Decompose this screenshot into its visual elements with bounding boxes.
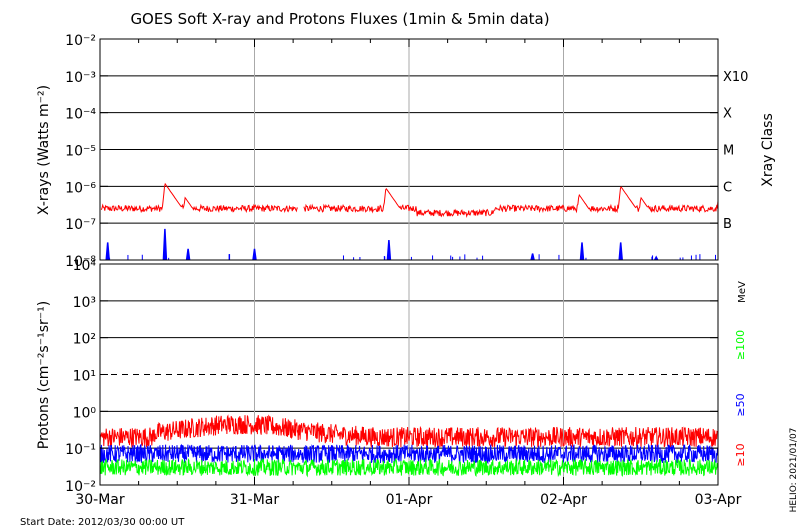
proton-legend-label: ≥50 bbox=[734, 393, 747, 416]
x-tick-label: 02-Apr bbox=[540, 492, 587, 508]
xray-short-spike bbox=[386, 239, 392, 261]
proton-y-ticks: 10⁻² 10⁻¹ 10⁰ 10¹ 10² 10³ 10⁴ bbox=[65, 258, 718, 495]
xray-y-tick-label: 10⁻² bbox=[65, 33, 96, 49]
xray-class-axis-label: Xray Class bbox=[760, 113, 776, 187]
xray-short-spike bbox=[252, 248, 257, 261]
xray-long-series-line bbox=[100, 182, 298, 214]
x-tick-label: 01-Apr bbox=[386, 492, 433, 508]
xray-class-label: M bbox=[723, 144, 734, 159]
xray-class-labels: B C M X X10 bbox=[723, 70, 748, 232]
xray-class-label: X10 bbox=[723, 70, 748, 85]
proton-y-axis-label: Protons (cm⁻²s⁻¹sr⁻¹) bbox=[36, 301, 52, 450]
xray-panel: 10⁻⁸ 10⁻⁷ 10⁻⁶ 10⁻⁵ 10⁻⁴ 10⁻³ 10⁻² B C M X X10 X-r… bbox=[36, 33, 776, 270]
xray-y-tick-label: 10⁻³ bbox=[65, 70, 96, 86]
xray-y-ticks: 10⁻⁸ 10⁻⁷ 10⁻⁶ 10⁻⁵ 10⁻⁴ 10⁻³ 10⁻² bbox=[65, 33, 718, 270]
xray-gridlines bbox=[100, 39, 718, 260]
proton-series-line bbox=[99, 414, 719, 449]
xray-y-tick-label: 10⁻⁴ bbox=[65, 107, 96, 123]
xray-short-spike bbox=[185, 248, 191, 261]
proton-legend-label: ≥100 bbox=[734, 330, 747, 360]
xray-y-tick-label: 10⁻⁸ bbox=[65, 254, 96, 270]
proton-y-tick-label: 10⁴ bbox=[73, 258, 97, 274]
xray-short-spike bbox=[579, 242, 585, 261]
xray-y-tick-label: 10⁻⁵ bbox=[65, 144, 96, 160]
x-axis-ticks: 30-Mar 31-Mar 01-Apr 02-Apr 03-Apr bbox=[75, 39, 742, 508]
proton-y-tick-label: 10¹ bbox=[73, 369, 96, 385]
proton-y-tick-label: 10⁻¹ bbox=[65, 442, 96, 458]
xray-short-spike bbox=[530, 253, 535, 261]
xray-y-tick-label: 10⁻⁶ bbox=[65, 180, 96, 196]
proton-y-tick-label: 10⁰ bbox=[73, 405, 97, 421]
xray-y-axis-label: X-rays (Watts m⁻²) bbox=[36, 85, 52, 215]
proton-unit-label: MeV bbox=[737, 281, 748, 303]
xray-short-spike bbox=[654, 255, 659, 261]
proton-y-tick-label: 10⁻² bbox=[65, 479, 96, 495]
xray-y-tick-label: 10⁻⁷ bbox=[65, 217, 96, 233]
xray-short-spike bbox=[618, 242, 623, 261]
proton-legend-label: ≥10 bbox=[734, 443, 747, 466]
start-date-label: Start Date: 2012/03/30 00:00 UT bbox=[20, 517, 185, 528]
x-tick-label: 03-Apr bbox=[695, 492, 742, 508]
xray-short-spike bbox=[162, 228, 168, 261]
xray-class-label: X bbox=[723, 107, 732, 122]
proton-panel: 10⁻² 10⁻¹ 10⁰ 10¹ 10² 10³ 10⁴ Protons (cm⁻²s⁻¹… bbox=[36, 258, 748, 495]
xray-series bbox=[100, 182, 719, 261]
chart-title: GOES Soft X-ray and Protons Fluxes (1min… bbox=[130, 10, 549, 28]
xray-class-label: C bbox=[723, 180, 732, 195]
proton-y-tick-label: 10³ bbox=[73, 295, 96, 311]
xray-long-series-line bbox=[303, 186, 719, 218]
proton-legend: ≥10 ≥50 ≥100 bbox=[734, 330, 747, 467]
proton-series bbox=[99, 414, 719, 478]
xray-class-label: B bbox=[723, 217, 732, 232]
x-tick-label: 30-Mar bbox=[75, 492, 125, 508]
x-tick-label: 31-Mar bbox=[230, 492, 280, 508]
proton-series-line bbox=[99, 457, 719, 478]
xray-short-spike bbox=[105, 242, 110, 261]
proton-series-line bbox=[99, 443, 719, 465]
proton-y-tick-label: 10² bbox=[73, 332, 96, 348]
credit-label: HELIO: 2021/01/07 bbox=[789, 428, 799, 513]
proton-gridlines bbox=[100, 264, 718, 485]
